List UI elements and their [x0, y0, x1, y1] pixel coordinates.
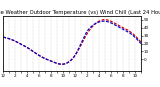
Title: Milwaukee Weather Outdoor Temperature (vs) Wind Chill (Last 24 Hours): Milwaukee Weather Outdoor Temperature (v…: [0, 10, 160, 15]
